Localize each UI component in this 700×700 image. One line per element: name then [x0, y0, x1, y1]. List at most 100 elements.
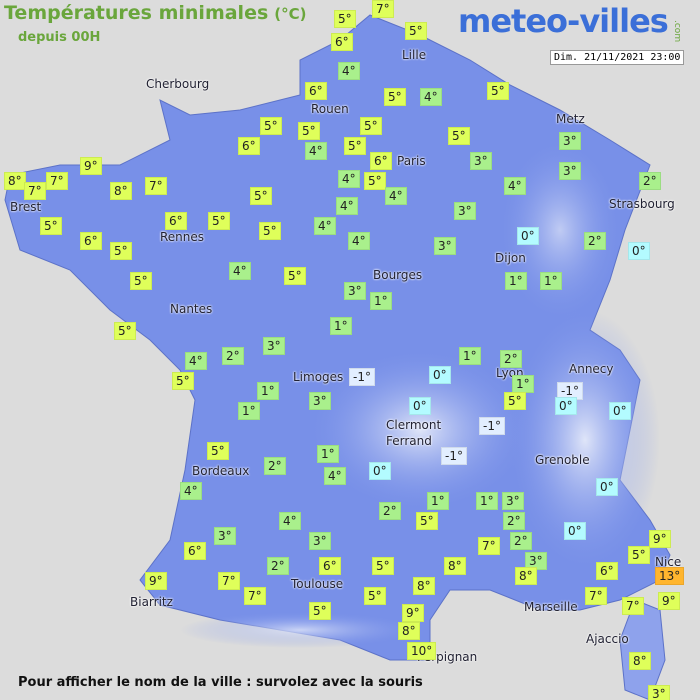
temperature-label: 8°	[110, 182, 132, 200]
unit: (°C)	[274, 5, 307, 23]
temperature-label: 0°	[369, 462, 391, 480]
city-name: Metz	[556, 112, 585, 126]
city-name: Biarritz	[130, 595, 173, 609]
temperature-label: 5°	[364, 587, 386, 605]
datetime: Dim. 21/11/2021 23:00	[550, 50, 685, 65]
temperature-label: 5°	[172, 372, 194, 390]
temperature-label: 5°	[114, 322, 136, 340]
temperature-label: 9°	[145, 572, 167, 590]
city-name: Lille	[402, 48, 427, 62]
temperature-label: 0°	[628, 242, 650, 260]
temperature-label: 9°	[649, 530, 671, 548]
footer: Pour afficher le nom de la ville : survo…	[18, 675, 423, 690]
relief	[180, 612, 420, 648]
temperature-label: 2°	[379, 502, 401, 520]
temperature-label: 7°	[478, 537, 500, 555]
temperature-label: 5°	[487, 82, 509, 100]
city-name: Rennes	[160, 230, 205, 244]
temperature-label: 6°	[165, 212, 187, 230]
temperature-label: 5°	[416, 512, 438, 530]
temperature-label: 1°	[370, 292, 392, 310]
temperature-label: 5°	[344, 137, 366, 155]
temperature-label: 8°	[413, 577, 435, 595]
temperature-label: 1°	[427, 492, 449, 510]
temperature-label: 1°	[512, 375, 534, 393]
temperature-label: -1°	[479, 417, 505, 435]
temperature-label: 6°	[319, 557, 341, 575]
temperature-label: 2°	[500, 350, 522, 368]
temperature-label: -1°	[441, 447, 467, 465]
temperature-label: 3°	[470, 152, 492, 170]
temperature-label: 1°	[317, 445, 339, 463]
temperature-label: 7°	[24, 182, 46, 200]
temperature-label: 5°	[284, 267, 306, 285]
temperature-label: 5°	[298, 122, 320, 140]
temperature-label: 3°	[454, 202, 476, 220]
temperature-label: 4°	[348, 232, 370, 250]
temperature-label: 9°	[402, 604, 424, 622]
temperature-label: 7°	[372, 0, 394, 18]
temperature-label: 2°	[584, 232, 606, 250]
temperature-label: 7°	[218, 572, 240, 590]
temperature-label: -1°	[349, 368, 375, 386]
city-name: Nantes	[170, 302, 213, 316]
temperature-label: 5°	[334, 10, 356, 28]
city-name: Annecy	[569, 362, 614, 376]
temperature-label: 8°	[398, 622, 420, 640]
subtitle: depuis 00H	[18, 30, 101, 45]
temperature-label: 4°	[229, 262, 251, 280]
corsica	[619, 599, 666, 700]
temperature-label: 0°	[429, 366, 451, 384]
temperature-label: 3°	[309, 532, 331, 550]
city-name: Brest	[10, 200, 42, 214]
temperature-label: 4°	[279, 512, 301, 530]
temperature-label: 5°	[250, 187, 272, 205]
temperature-label: 3°	[502, 492, 524, 510]
temperature-label: 5°	[260, 117, 282, 135]
temperature-label: 4°	[420, 88, 442, 106]
city-name: Dijon	[495, 251, 526, 265]
temperature-label: 5°	[448, 127, 470, 145]
city-name: Ajaccio	[586, 632, 629, 646]
temperature-label: 8°	[629, 652, 651, 670]
temperature-label: 2°	[639, 172, 661, 190]
temperature-label: 5°	[628, 546, 650, 564]
city-name: Strasbourg	[609, 197, 675, 211]
temperature-label: 6°	[80, 232, 102, 250]
temperature-label: 5°	[130, 272, 152, 290]
temperature-label: 2°	[503, 512, 525, 530]
temperature-label: 0°	[555, 397, 577, 415]
temperature-label: 10°	[407, 642, 437, 660]
city-name: Bordeaux	[192, 464, 250, 478]
temperature-label: 1°	[540, 272, 562, 290]
city-name: Nice	[655, 555, 682, 569]
temperature-label: 6°	[370, 152, 392, 170]
temperature-label: 5°	[309, 602, 331, 620]
city-name: Paris	[397, 154, 426, 168]
temperature-label: 0°	[517, 227, 539, 245]
temperature-label: 4°	[504, 177, 526, 195]
temperature-label: 1°	[257, 382, 279, 400]
relief	[510, 310, 660, 570]
temperature-label: 2°	[264, 457, 286, 475]
city-name: Toulouse	[291, 577, 344, 591]
temperature-label: 5°	[372, 557, 394, 575]
temperature-label: 7°	[46, 172, 68, 190]
temperature-label: 4°	[385, 187, 407, 205]
temperature-label: 4°	[185, 352, 207, 370]
temperature-label: 5°	[504, 392, 526, 410]
temperature-label: 5°	[364, 172, 386, 190]
city-name: Ferrand	[386, 434, 432, 448]
temperature-label: 4°	[336, 197, 358, 215]
temperature-label: 6°	[305, 82, 327, 100]
logo: meteo-villes	[458, 2, 669, 40]
temperature-label: 6°	[184, 542, 206, 560]
temperature-label: 5°	[110, 242, 132, 260]
temperature-label: 0°	[564, 522, 586, 540]
temperature-label: 3°	[434, 237, 456, 255]
city-name: Cherbourg	[146, 77, 210, 91]
temperature-label: 6°	[238, 137, 260, 155]
temperature-label: 1°	[476, 492, 498, 510]
temperature-label: 4°	[180, 482, 202, 500]
temperature-label: 2°	[510, 532, 532, 550]
